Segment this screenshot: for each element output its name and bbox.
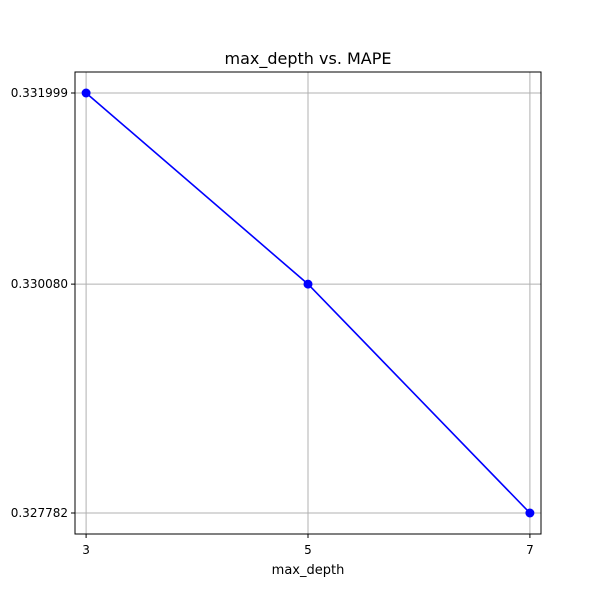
y-tick-label: 0.327782 — [11, 506, 68, 520]
y-tick-label: 0.331999 — [11, 86, 68, 100]
y-axis-ticks: 0.327782 0.330080 0.331999 — [11, 86, 75, 520]
data-point — [525, 508, 535, 518]
data-point — [81, 88, 91, 98]
chart-title: max_depth vs. MAPE — [225, 49, 392, 69]
x-tick-label: 5 — [304, 543, 312, 557]
y-tick-label: 0.330080 — [11, 277, 68, 291]
x-axis-label: max_depth — [272, 563, 345, 578]
x-tick-label: 7 — [526, 543, 534, 557]
x-tick-label: 3 — [82, 543, 90, 557]
series-layer — [81, 88, 535, 518]
data-point — [303, 279, 313, 289]
x-axis-ticks: 3 5 7 — [82, 534, 534, 557]
grid-lines — [75, 72, 541, 534]
plot-frame — [74, 71, 542, 535]
